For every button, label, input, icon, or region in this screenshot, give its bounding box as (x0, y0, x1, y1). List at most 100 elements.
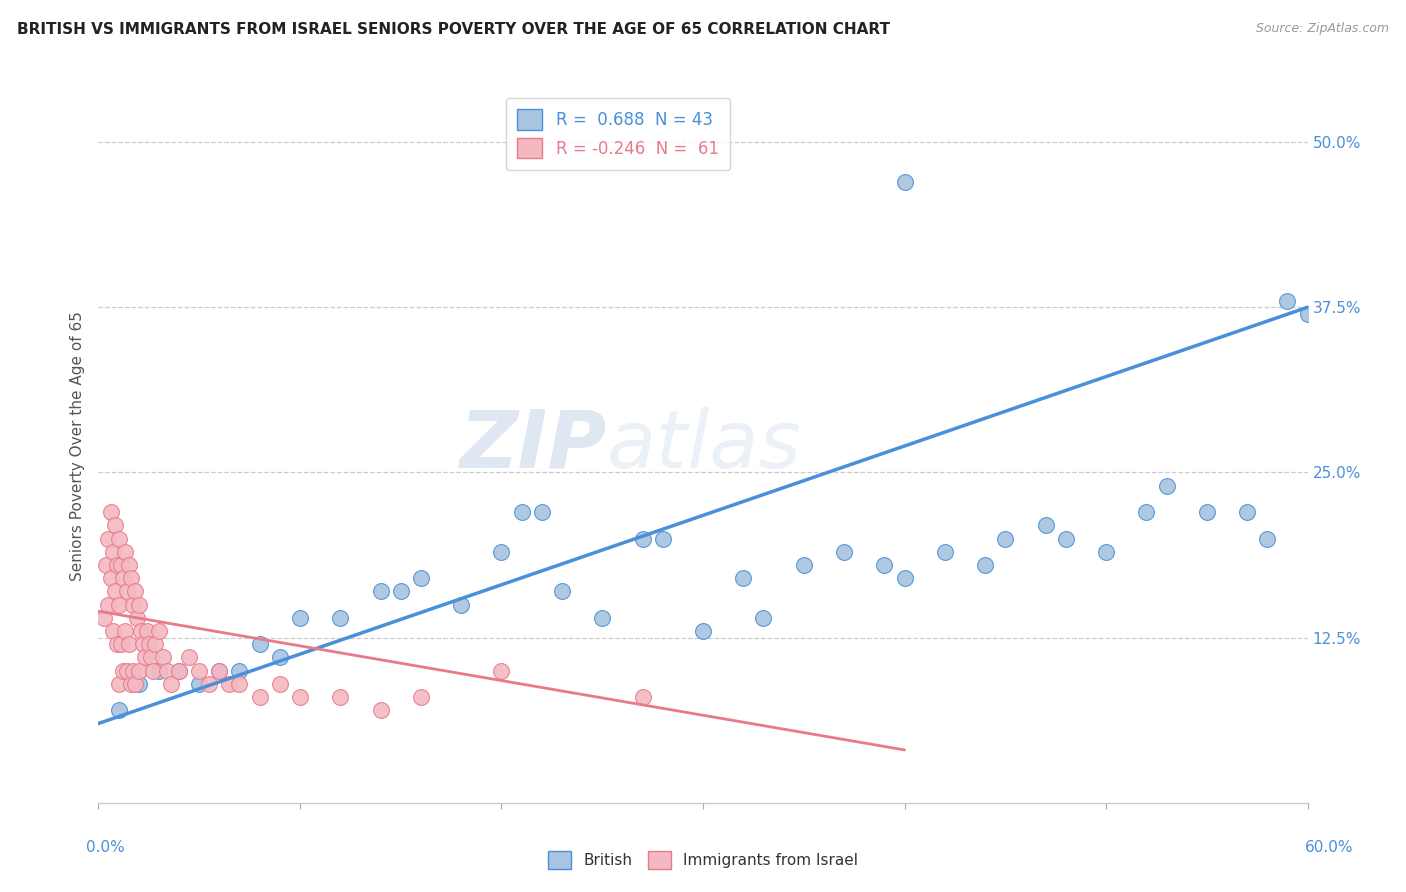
Point (156, 664, 179, 678)
Legend: British, Immigrants from Israel: British, Immigrants from Israel (543, 845, 863, 875)
Point (110, 637, 132, 651)
Point (491, 664, 513, 678)
Point (631, 690, 654, 704)
Point (114, 545, 136, 559)
Point (370, 584, 392, 599)
Point (128, 664, 150, 678)
Point (139, 650, 162, 665)
Point (389, 584, 412, 599)
Point (128, 598, 150, 612)
Point (128, 677, 150, 691)
Point (134, 650, 156, 665)
Point (111, 664, 134, 678)
Point (124, 584, 146, 599)
Point (120, 571, 142, 585)
Point (651, 532, 673, 546)
Point (101, 545, 124, 559)
Point (107, 677, 129, 691)
Point (110, 558, 132, 572)
Point (100, 571, 122, 585)
Point (105, 558, 128, 572)
Text: atlas: atlas (606, 407, 801, 485)
Point (551, 584, 574, 599)
Point (249, 690, 271, 704)
Point (118, 558, 141, 572)
Point (288, 690, 311, 704)
Point (370, 703, 392, 717)
Point (249, 637, 271, 651)
Point (107, 598, 129, 612)
Point (120, 677, 142, 691)
Point (198, 677, 221, 691)
Point (97, 532, 120, 546)
Point (450, 598, 472, 612)
Point (188, 677, 211, 691)
Point (129, 624, 152, 638)
Text: 0.0%: 0.0% (86, 840, 125, 855)
Point (124, 677, 146, 691)
Point (733, 571, 755, 585)
Point (873, 558, 896, 572)
Point (510, 505, 533, 519)
Point (107, 532, 129, 546)
Point (793, 558, 815, 572)
Point (1296, 307, 1319, 321)
Point (974, 558, 997, 572)
Point (631, 532, 654, 546)
Point (1054, 532, 1077, 546)
Point (132, 637, 155, 651)
Point (167, 664, 190, 678)
Point (115, 584, 138, 599)
Point (1195, 505, 1218, 519)
Point (208, 664, 231, 678)
Point (121, 664, 143, 678)
Point (103, 518, 125, 533)
Point (188, 664, 211, 678)
Text: BRITISH VS IMMIGRANTS FROM ISRAEL SENIORS POVERTY OVER THE AGE OF 65 CORRELATION: BRITISH VS IMMIGRANTS FROM ISRAEL SENIOR… (17, 22, 890, 37)
Point (138, 637, 160, 651)
Point (1156, 478, 1178, 492)
Point (893, 571, 915, 585)
Text: 60.0%: 60.0% (1305, 840, 1353, 855)
Point (148, 624, 170, 638)
Point (218, 677, 240, 691)
Point (118, 637, 141, 651)
Point (934, 545, 956, 559)
Point (100, 505, 122, 519)
Point (121, 598, 143, 612)
Point (111, 571, 134, 585)
Point (93, 611, 115, 625)
Y-axis label: Seniors Poverty Over the Age of 65: Seniors Poverty Over the Age of 65 (69, 311, 84, 581)
Point (135, 624, 157, 638)
Point (994, 532, 1017, 546)
Point (409, 571, 432, 585)
Point (409, 690, 432, 704)
Point (125, 611, 148, 625)
Point (269, 677, 291, 691)
Point (114, 624, 136, 638)
Point (152, 650, 174, 665)
Point (228, 677, 250, 691)
Point (1035, 518, 1057, 533)
Point (1256, 532, 1278, 546)
Point (269, 650, 291, 665)
Point (491, 545, 513, 559)
Point (148, 664, 170, 678)
Point (1277, 293, 1299, 308)
Point (1135, 505, 1157, 519)
Point (893, 175, 915, 189)
Point (167, 664, 190, 678)
Point (143, 637, 166, 651)
Point (179, 650, 201, 665)
Point (591, 611, 613, 625)
Point (142, 664, 165, 678)
Point (752, 611, 775, 625)
Point (530, 505, 553, 519)
Point (107, 703, 129, 717)
Text: Source: ZipAtlas.com: Source: ZipAtlas.com (1256, 22, 1389, 36)
Point (160, 677, 183, 691)
Point (1236, 505, 1258, 519)
Point (832, 545, 855, 559)
Point (329, 690, 352, 704)
Point (115, 664, 138, 678)
